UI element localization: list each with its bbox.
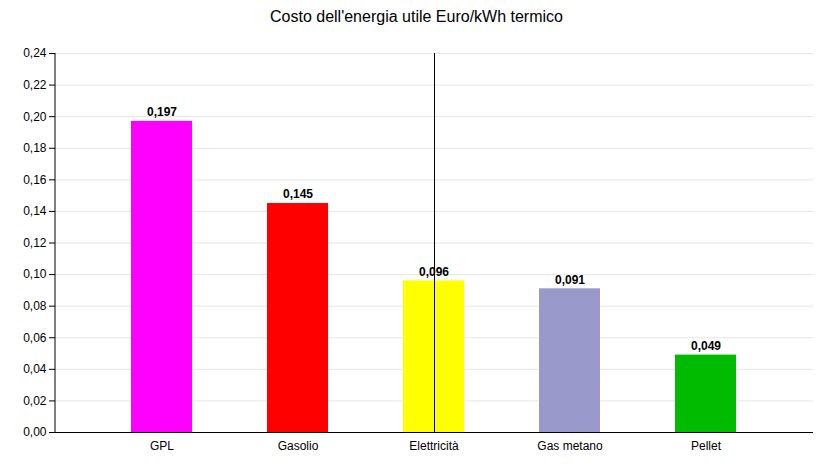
- svg-text:0,145: 0,145: [283, 187, 313, 201]
- svg-text:0,18: 0,18: [23, 141, 47, 155]
- svg-text:0,16: 0,16: [23, 173, 47, 187]
- html-text:Costo dell'energia utile Euro/: Costo dell'energia utile Euro/kWh termic…: [270, 8, 563, 25]
- svg-text:0,096: 0,096: [419, 265, 449, 279]
- svg-text:Gas metano: Gas metano: [537, 439, 603, 453]
- svg-text:0,04: 0,04: [23, 362, 47, 376]
- svg-text:0,22: 0,22: [23, 78, 47, 92]
- svg-text:0,091: 0,091: [555, 273, 585, 287]
- svg-text:0,00: 0,00: [23, 425, 47, 439]
- svg-text:0,02: 0,02: [23, 394, 47, 408]
- svg-text:Gasolio: Gasolio: [278, 439, 319, 453]
- svg-text:0,14: 0,14: [23, 204, 47, 218]
- svg-text:0,197: 0,197: [147, 105, 177, 119]
- svg-text:0,12: 0,12: [23, 236, 47, 250]
- svg-text:Pellet: Pellet: [691, 439, 722, 453]
- svg-text:0,06: 0,06: [23, 331, 47, 345]
- svg-text:0,24: 0,24: [23, 46, 47, 60]
- svg-text:0,10: 0,10: [23, 267, 47, 281]
- svg-text:0,08: 0,08: [23, 299, 47, 313]
- svg-text:Elettricità: Elettricità: [409, 439, 459, 453]
- svg-text:0,20: 0,20: [23, 110, 47, 124]
- svg-text:GPL: GPL: [150, 439, 174, 453]
- svg-text:0,049: 0,049: [691, 339, 721, 353]
